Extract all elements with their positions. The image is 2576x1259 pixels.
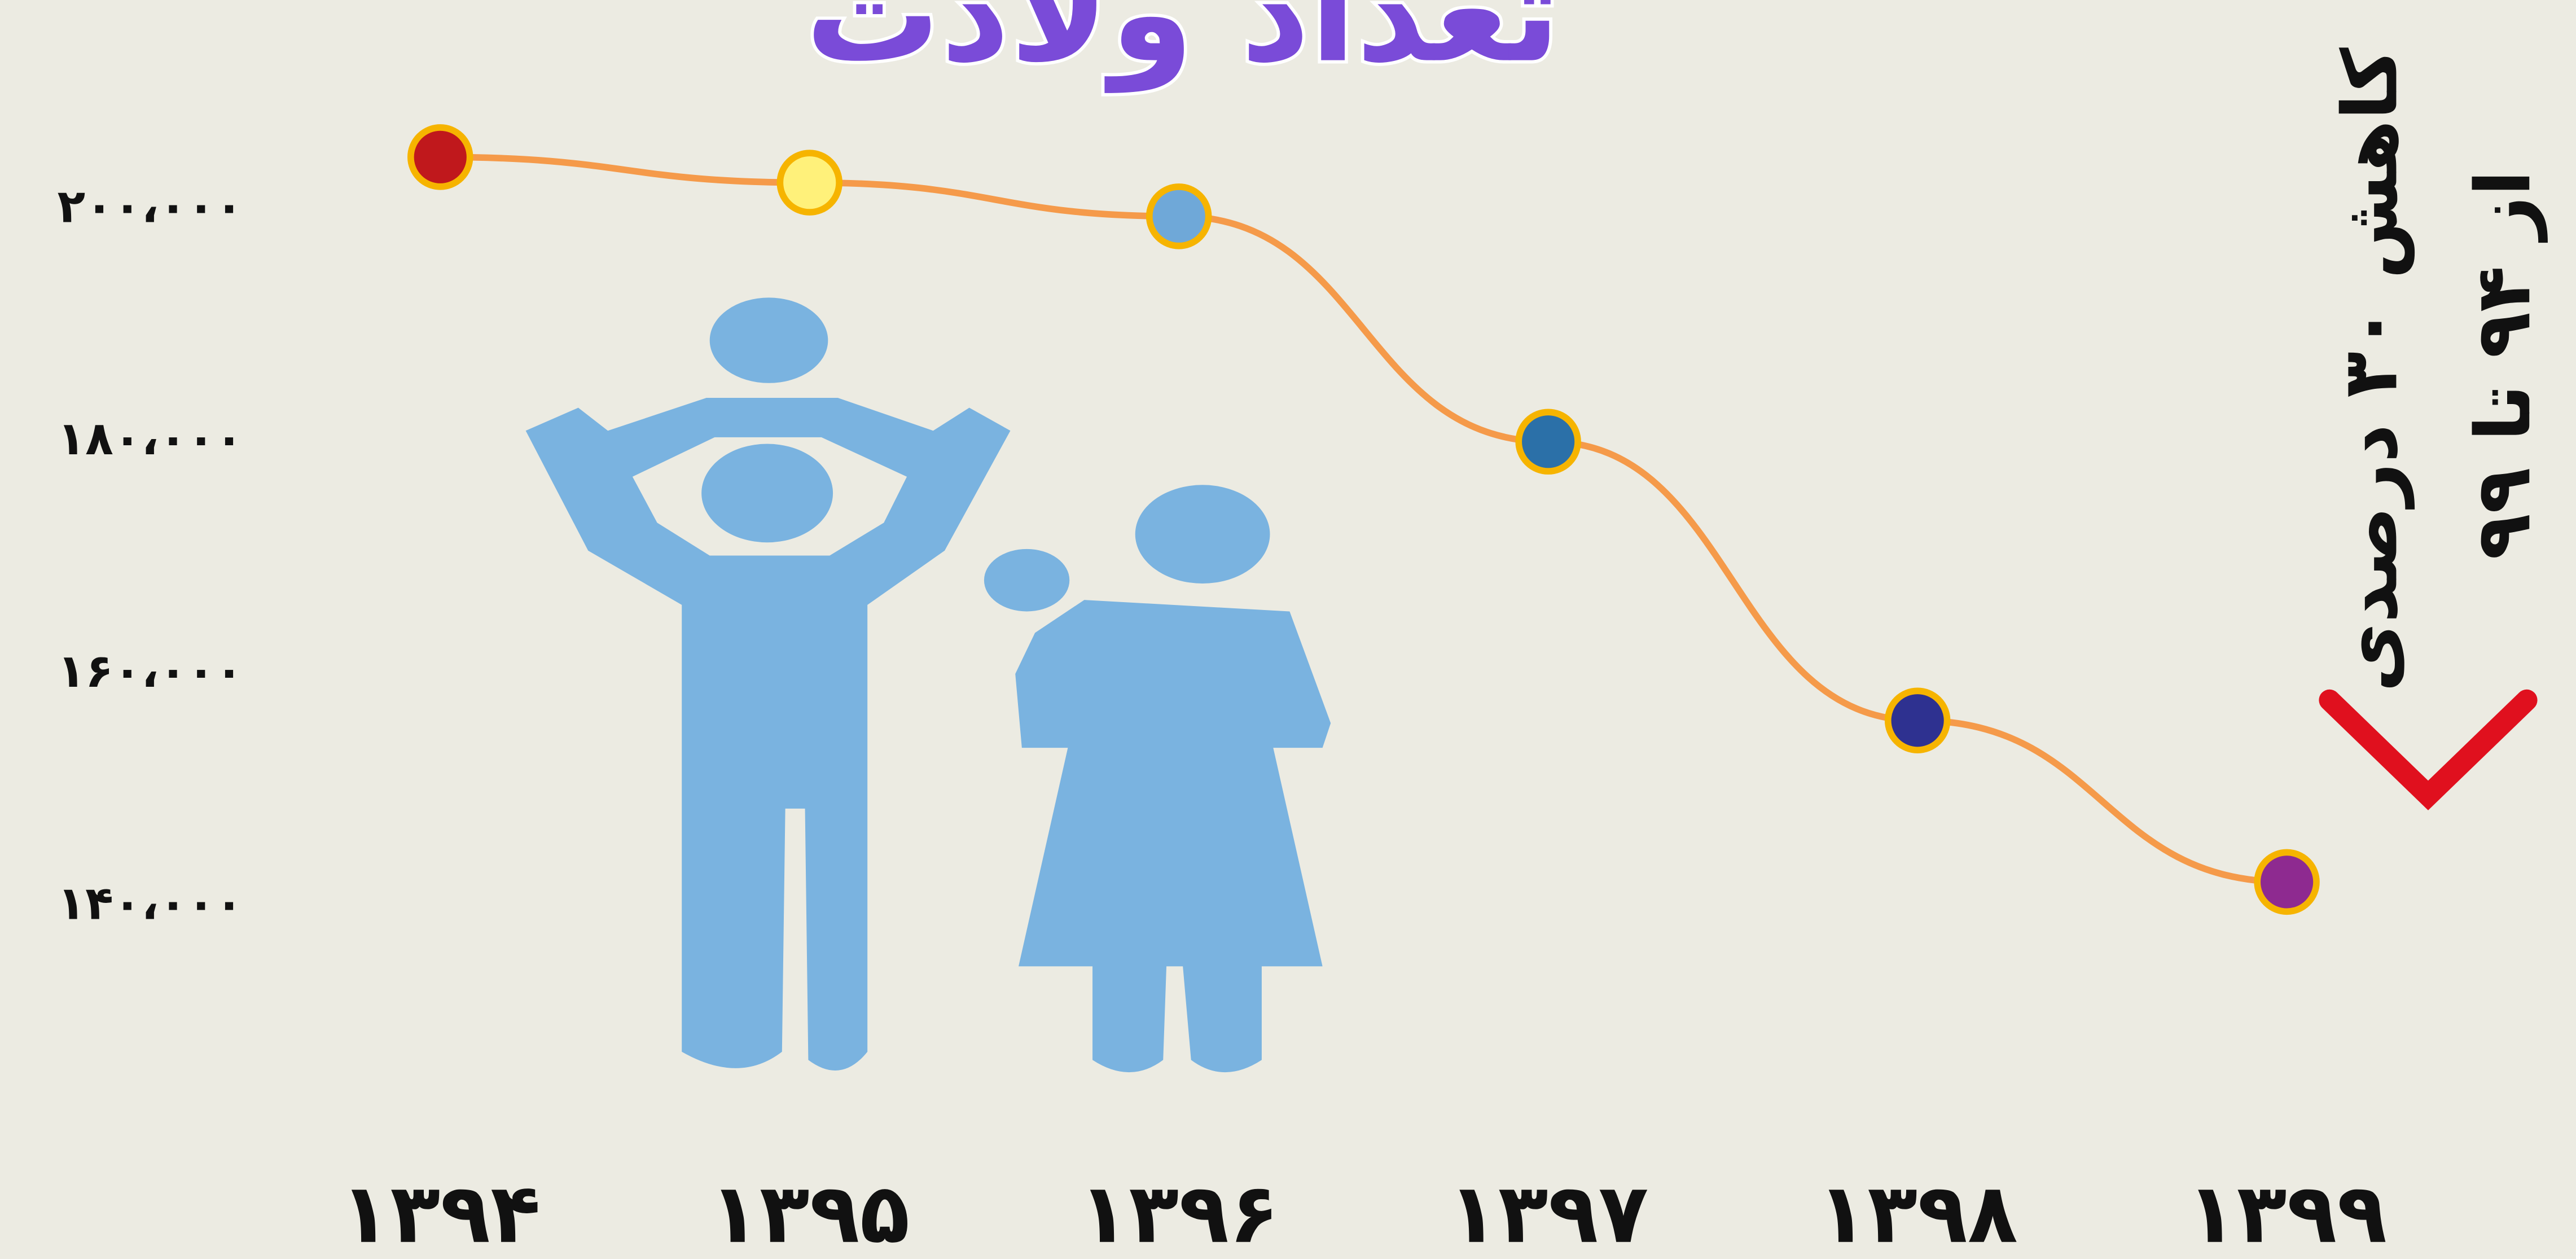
x-tick-label: ۱۳۹۴: [340, 1166, 541, 1259]
x-tick-label: ۱۳۹۸: [1817, 1166, 2017, 1259]
page: {"chart_data": {"type": "line", "title":…: [0, 0, 2576, 1259]
point: [1519, 412, 1578, 471]
y-tick-label: ۱۴۰،۰۰۰: [57, 877, 243, 931]
chart-title: تعداد ولادت: [805, 0, 1560, 94]
point: [411, 128, 470, 187]
y-tick-label: ۱۸۰،۰۰۰: [57, 412, 243, 466]
x-tick-label: ۱۳۹۹: [2187, 1166, 2387, 1259]
point: [1888, 691, 1947, 750]
x-tick-label: ۱۳۹۷: [1448, 1166, 1648, 1259]
annotation: کاهش ۳۰ درصدی: [2326, 47, 2415, 692]
point: [780, 153, 839, 212]
annotation: از ۹۴ تا ۹۹: [2459, 170, 2548, 560]
x-tick-label: ۱۳۹۵: [709, 1166, 910, 1259]
x-tick-label: ۱۳۹۶: [1079, 1166, 1279, 1259]
people-icon: [526, 297, 1331, 1072]
point: [1149, 187, 1209, 246]
y-tick-label: ۱۶۰،۰۰۰: [57, 644, 243, 698]
point: [2257, 852, 2316, 911]
chart: تعداد ولادت کاهش ۳۰ درصدی از ۹۴ تا ۹۹ ۱۴…: [0, 0, 2576, 1259]
y-tick-label: ۲۰۰،۰۰۰: [57, 179, 243, 233]
